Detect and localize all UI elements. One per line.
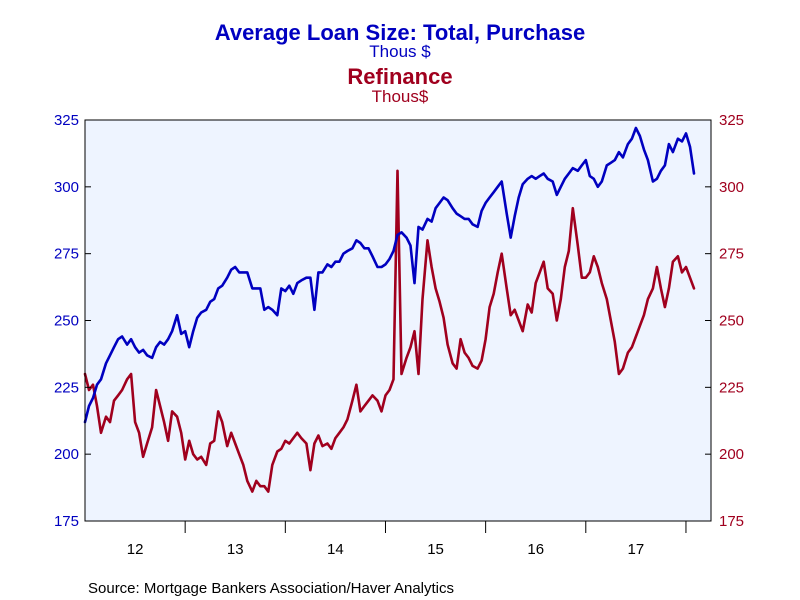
- series-line-purchase: [83, 126, 696, 424]
- y-left-tick-label: 200: [54, 446, 79, 463]
- y-left-tick-label: 225: [54, 379, 79, 396]
- y-right-tick-label: 275: [719, 246, 744, 263]
- y-left-tick-label: 175: [54, 513, 79, 530]
- y-left-tick-label: 275: [54, 246, 79, 263]
- y-right-tick-label: 250: [719, 313, 744, 330]
- y-right-tick-label: 300: [719, 179, 744, 196]
- source-note: Source: Mortgage Bankers Association/Hav…: [88, 580, 454, 597]
- y-right-tick-label: 325: [719, 112, 744, 129]
- series-line-refinance: [83, 169, 696, 493]
- y-right-tick-label: 175: [719, 513, 744, 530]
- x-tick-label: 13: [227, 541, 244, 558]
- axes-layer: 175 200 225 250 275 300 325 175 200 225 250 275 300 3…: [54, 112, 744, 558]
- x-tick-label: 16: [527, 541, 544, 558]
- y-left-tick-label: 325: [54, 112, 79, 129]
- x-tick-label: 17: [628, 541, 645, 558]
- y-right-tick-label: 200: [719, 446, 744, 463]
- y-right-tick-label: 225: [719, 379, 744, 396]
- x-tick-label: 12: [127, 541, 144, 558]
- chart-title-unit: Thous $: [369, 42, 431, 61]
- y-left-tick-label: 300: [54, 179, 79, 196]
- x-tick-label: 15: [427, 541, 444, 558]
- chart-subtitle: Refinance: [347, 64, 452, 89]
- chart-subtitle-unit: Thous$: [372, 87, 429, 106]
- y-left-tick-label: 250: [54, 313, 79, 330]
- chart-title: Average Loan Size: Total, Purchase: [215, 20, 585, 45]
- x-tick-label: 14: [327, 541, 344, 558]
- series-layer: [83, 126, 696, 493]
